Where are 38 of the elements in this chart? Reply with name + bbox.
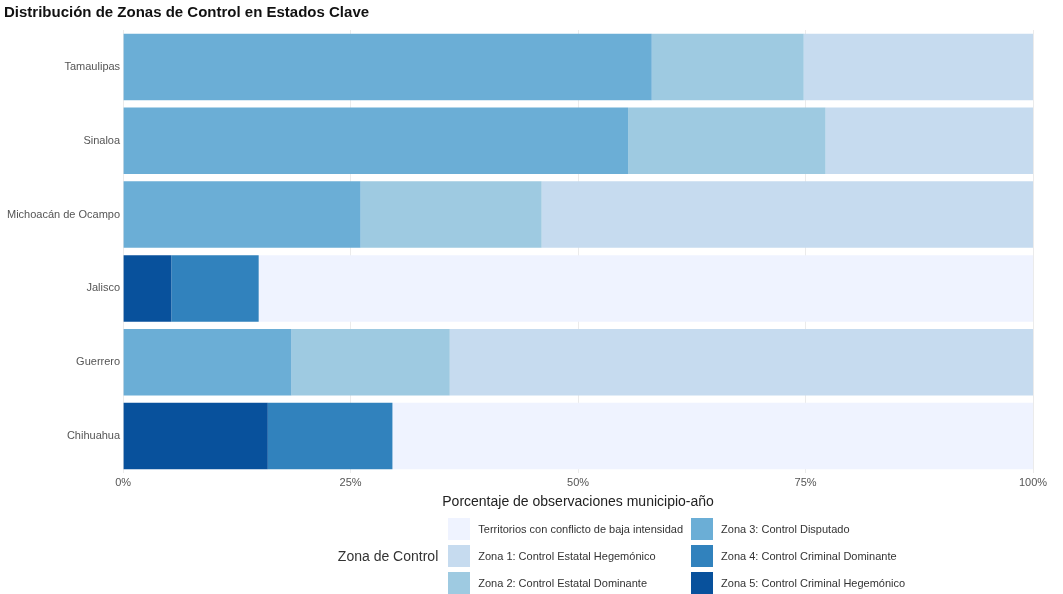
legend-label: Territorios con conflicto de baja intensidad	[478, 522, 684, 535]
bar	[267, 402, 393, 470]
legend-label: Zona 5: Control Criminal Hegemónico	[721, 576, 906, 589]
y-tick-label: Guerrero	[76, 355, 121, 368]
bar	[541, 181, 1033, 248]
bar	[628, 107, 826, 174]
bar	[360, 181, 542, 248]
bar	[171, 255, 259, 322]
bar	[449, 329, 1033, 396]
y-tick-label: Sinaloa	[83, 133, 121, 146]
x-axis-title: Porcentaje de observaciones municipio-año	[442, 493, 715, 510]
bar	[392, 402, 1033, 470]
legend-label: Zona 1: Control Estatal Hegemónico	[478, 549, 656, 562]
y-tick-label: Jalisco	[86, 281, 121, 294]
x-tick-label: 75%	[794, 475, 817, 488]
y-tick-label: Michoacán de Ocampo	[6, 207, 121, 220]
bar	[123, 107, 629, 174]
y-tick-label: Tamaulipas	[64, 59, 121, 72]
x-tick-label: 100%	[1018, 475, 1048, 488]
legend-title: Zona de Control	[337, 547, 439, 564]
bar	[123, 329, 292, 396]
bar	[123, 402, 268, 470]
legend-label: Zona 4: Control Criminal Dominante	[721, 549, 897, 562]
legend-label: Zona 3: Control Disputado	[721, 522, 850, 535]
chart-title: Distribución de Zonas de Control en Estados Clave	[4, 3, 370, 21]
bar	[651, 33, 804, 101]
legend-label: Zona 2: Control Estatal Dominante	[478, 576, 648, 589]
x-tick-label: 0%	[115, 475, 132, 488]
bar	[123, 181, 361, 248]
bar	[123, 255, 172, 322]
bar	[291, 329, 450, 396]
bar	[803, 33, 1033, 101]
x-tick-label: 50%	[567, 475, 590, 488]
bar	[258, 255, 1033, 322]
bar	[825, 107, 1033, 174]
y-tick-label: Chihuahua	[66, 429, 121, 442]
bar	[123, 33, 652, 101]
x-tick-label: 25%	[339, 475, 362, 488]
